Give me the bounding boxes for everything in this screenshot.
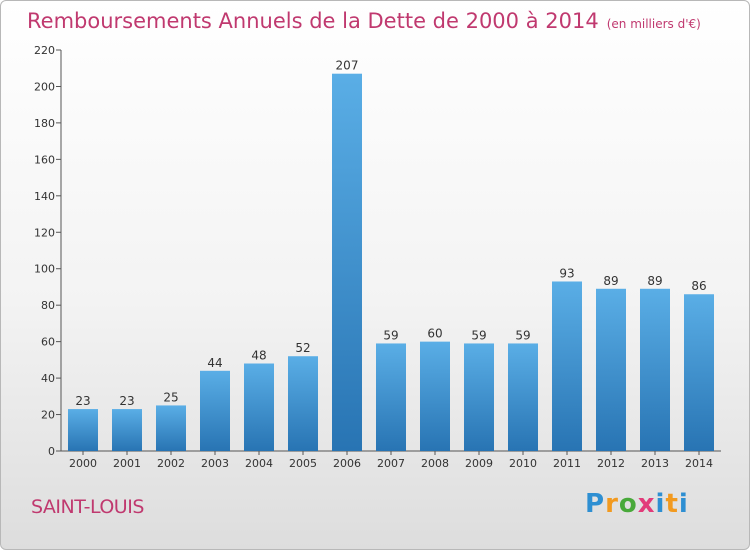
bar — [156, 405, 186, 451]
data-label: 207 — [336, 59, 359, 73]
data-label: 59 — [515, 328, 530, 342]
bar — [200, 370, 230, 451]
data-label: 48 — [251, 349, 266, 363]
bar — [112, 409, 142, 451]
x-tick-label: 2001 — [113, 457, 141, 470]
logo-letter: x — [637, 489, 656, 519]
commune-name: SAINT-LOUIS — [31, 496, 144, 518]
x-tick-label: 2008 — [421, 457, 449, 470]
x-tick-label: 2011 — [553, 457, 581, 470]
y-tick-label: 60 — [41, 336, 55, 349]
data-label: 89 — [603, 274, 618, 288]
y-tick-label: 140 — [34, 190, 55, 203]
bar — [68, 409, 98, 451]
y-tick-label: 80 — [41, 299, 55, 312]
chart-title-text: Remboursements Annuels de la Dette de 20… — [27, 9, 599, 33]
x-tick-label: 2014 — [685, 457, 713, 470]
y-tick-label: 220 — [34, 44, 55, 57]
data-label: 59 — [383, 328, 398, 342]
data-label: 23 — [75, 394, 90, 408]
logo-letter: i — [678, 489, 689, 519]
bar — [244, 363, 274, 451]
logo-letter: i — [655, 489, 666, 519]
y-tick-label: 180 — [34, 117, 55, 130]
data-label: 93 — [559, 266, 574, 280]
bar — [288, 356, 318, 451]
bar — [596, 288, 626, 451]
logo-letter: o — [618, 489, 638, 519]
bar — [420, 341, 450, 451]
chart-title: Remboursements Annuels de la Dette de 20… — [27, 9, 701, 33]
y-tick-label: 200 — [34, 80, 55, 93]
bar — [464, 343, 494, 451]
proxiti-logo: Proxiti — [585, 489, 689, 519]
y-tick-label: 120 — [34, 226, 55, 239]
bar — [376, 343, 406, 451]
y-tick-label: 160 — [34, 153, 55, 166]
data-label: 89 — [647, 274, 662, 288]
x-tick-label: 2010 — [509, 457, 537, 470]
data-label: 23 — [119, 394, 134, 408]
x-tick-label: 2007 — [377, 457, 405, 470]
y-tick-label: 100 — [34, 263, 55, 276]
y-tick-label: 40 — [41, 372, 55, 385]
x-tick-label: 2002 — [157, 457, 185, 470]
chart-subtitle: (en milliers d'€) — [606, 17, 701, 31]
data-label: 25 — [163, 390, 178, 404]
bar — [640, 288, 670, 451]
logo-letter: r — [605, 489, 619, 519]
x-tick-label: 2009 — [465, 457, 493, 470]
data-label: 59 — [471, 328, 486, 342]
bar — [684, 294, 714, 451]
data-label: 60 — [427, 327, 442, 341]
y-tick-label: 20 — [41, 409, 55, 422]
bar — [332, 73, 362, 451]
x-tick-label: 2012 — [597, 457, 625, 470]
x-tick-label: 2006 — [333, 457, 361, 470]
x-tick-label: 2004 — [245, 457, 273, 470]
x-tick-label: 2000 — [69, 457, 97, 470]
data-label: 86 — [691, 279, 706, 293]
bar — [508, 343, 538, 451]
data-label: 44 — [207, 356, 222, 370]
logo-letter: t — [665, 489, 679, 519]
bar — [552, 281, 582, 451]
y-tick-label: 0 — [48, 445, 55, 458]
x-tick-label: 2005 — [289, 457, 317, 470]
data-label: 52 — [295, 341, 310, 355]
x-tick-label: 2003 — [201, 457, 229, 470]
logo-letter: P — [585, 489, 606, 519]
x-tick-label: 2013 — [641, 457, 669, 470]
